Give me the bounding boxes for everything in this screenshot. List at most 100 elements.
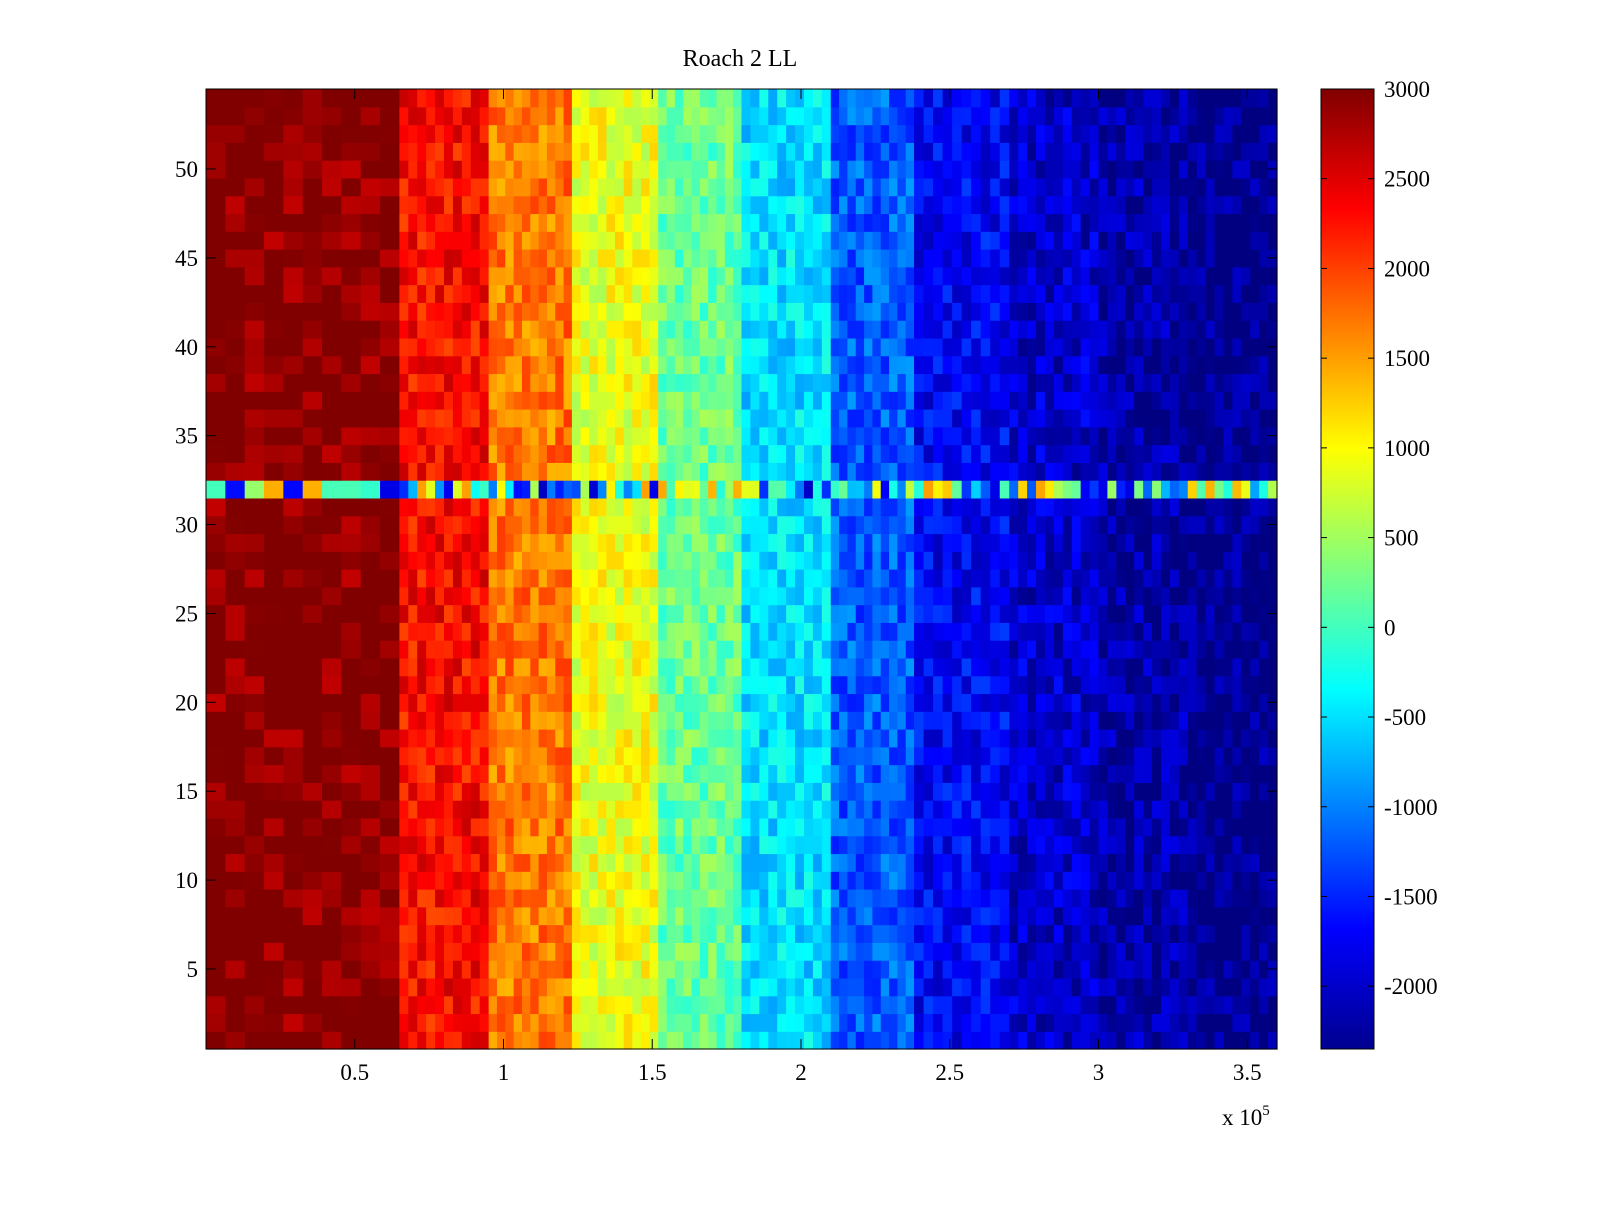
heatmap-cell (1241, 266, 1251, 286)
heatmap-cell (812, 1031, 823, 1050)
heatmap-cell (470, 337, 481, 357)
heatmap-cell (1116, 266, 1126, 286)
heatmap-cell (1062, 355, 1073, 375)
heatmap-cell (1053, 924, 1064, 943)
heatmap-cell (417, 889, 427, 908)
heatmap-cell (691, 906, 701, 926)
heatmap-cell (1259, 764, 1269, 783)
heatmap-cell (699, 746, 709, 766)
heatmap-cell (546, 746, 556, 766)
heatmap-cell (971, 302, 982, 321)
heatmap-cell (426, 497, 436, 517)
heatmap-cell (716, 675, 726, 695)
heatmap-cell (1223, 960, 1233, 979)
heatmap-cell (864, 942, 873, 961)
heatmap-cell (839, 729, 849, 748)
heatmap-cell (283, 355, 304, 375)
heatmap-cell (360, 889, 381, 908)
heatmap-cell (1178, 711, 1189, 730)
heatmap-cell (750, 409, 760, 428)
heatmap-cell (426, 906, 436, 926)
heatmap-cell (1036, 835, 1046, 855)
heatmap-cell (933, 693, 944, 712)
heatmap-cell (777, 515, 787, 535)
heatmap-cell (563, 444, 573, 463)
heatmap-cell (914, 782, 925, 801)
heatmap-cell (1036, 871, 1046, 890)
heatmap-cell (513, 871, 523, 890)
heatmap-cell (341, 569, 362, 588)
heatmap-cell (513, 853, 523, 872)
heatmap-cell (488, 782, 498, 801)
heatmap-cell (479, 675, 490, 695)
heatmap-cell (244, 586, 265, 606)
heatmap-cell (952, 497, 963, 517)
heatmap-cell (999, 657, 1010, 677)
heatmap-cell (589, 480, 599, 499)
heatmap-cell (1053, 337, 1064, 357)
heatmap-cell (597, 604, 608, 623)
heatmap-cell (1143, 640, 1153, 659)
heatmap-cell (496, 693, 506, 712)
heatmap-cell (777, 586, 787, 606)
heatmap-cell (546, 817, 556, 837)
heatmap-cell (435, 231, 445, 250)
heatmap-cell (580, 266, 590, 286)
heatmap-cell (971, 942, 982, 961)
heatmap-cell (649, 249, 659, 268)
heatmap-cell (872, 302, 882, 321)
heatmap-cell (1089, 426, 1100, 446)
heatmap-cell (1196, 586, 1207, 606)
heatmap-cell (1098, 906, 1109, 926)
heatmap-cell (444, 515, 454, 535)
heatmap-cell (1080, 871, 1091, 890)
heatmap-cell (933, 480, 944, 499)
heatmap-cell (768, 533, 778, 552)
heatmap-cell (699, 231, 709, 250)
heatmap-cell (741, 800, 752, 819)
heatmap-cell (1036, 266, 1046, 286)
heatmap-cell (571, 782, 582, 801)
heatmap-cell (1152, 693, 1162, 712)
heatmap-cell (341, 480, 362, 499)
heatmap-cell (812, 711, 823, 730)
heatmap-cell (1178, 373, 1189, 392)
heatmap-cell (341, 906, 362, 926)
heatmap-cell (768, 995, 778, 1015)
heatmap-cell (889, 746, 898, 766)
heatmap-cell (589, 942, 599, 961)
heatmap-cell (750, 977, 760, 997)
heatmap-cell (716, 960, 726, 979)
heatmap-cell (971, 355, 982, 375)
heatmap-cell (905, 657, 915, 677)
heatmap-cell (855, 302, 865, 321)
chart-title: Roach 2 LL (683, 46, 798, 72)
heatmap-cell (768, 817, 778, 837)
heatmap-cell (658, 533, 668, 552)
heatmap-cell (1232, 604, 1242, 623)
heatmap-cell (649, 942, 659, 961)
heatmap-cell (640, 764, 651, 783)
heatmap-cell (855, 853, 865, 872)
heatmap-cell (961, 462, 972, 481)
heatmap-cell (1125, 249, 1135, 268)
heatmap-cell (768, 266, 778, 286)
heatmap-cell (426, 711, 436, 730)
heatmap-cell (1250, 622, 1260, 641)
heatmap-cell (666, 1013, 676, 1032)
heatmap-cell (839, 871, 849, 890)
heatmap-cell (1232, 302, 1242, 321)
heatmap-cell (640, 782, 651, 801)
heatmap-cell (496, 729, 506, 748)
heatmap-cell (341, 675, 362, 695)
heatmap-cell (1250, 426, 1260, 446)
heatmap-cell (847, 764, 857, 783)
heatmap-cell (479, 586, 490, 606)
heatmap-cell (830, 462, 840, 481)
heatmap-cell (658, 497, 668, 517)
heatmap-cell (615, 764, 625, 783)
heatmap-cell (452, 622, 463, 641)
heatmap-cell (615, 444, 625, 463)
heatmap-cell (699, 533, 709, 552)
heatmap-cell (470, 871, 481, 890)
